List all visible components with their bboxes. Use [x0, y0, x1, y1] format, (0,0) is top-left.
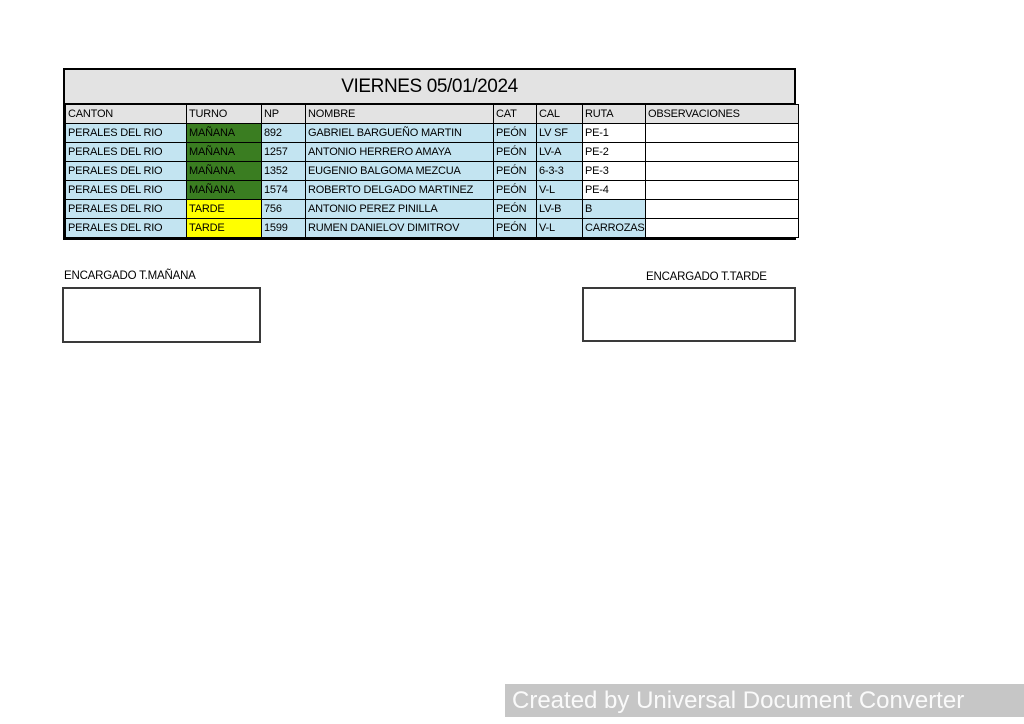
cell-cat: PEÓN: [493, 123, 537, 143]
cell-canton: PERALES DEL RIO: [65, 199, 187, 219]
header-row: CANTON TURNO NP NOMBRE CAT CAL RUTA OBSERVACION…: [65, 104, 799, 124]
cell-observaciones: [645, 180, 799, 200]
cell-cat: PEÓN: [493, 199, 537, 219]
cell-np: 756: [261, 199, 306, 219]
cell-observaciones: [645, 199, 799, 219]
cell-cal: LV-A: [536, 142, 583, 162]
cell-canton: PERALES DEL RIO: [65, 161, 187, 181]
encargado-tarde-signature-box: [582, 287, 796, 342]
table-row: PERALES DEL RIO MAÑANA 1257 ANTONIO HERRERO…: [65, 142, 799, 162]
cell-cat: PEÓN: [493, 142, 537, 162]
cell-ruta: PE-1: [582, 123, 646, 143]
cell-turno: MAÑANA: [186, 123, 262, 143]
cell-cal: V-L: [536, 218, 583, 238]
cell-cat: PEÓN: [493, 180, 537, 200]
cell-canton: PERALES DEL RIO: [65, 218, 187, 238]
cell-np: 1599: [261, 218, 306, 238]
table-row: PERALES DEL RIO MAÑANA 1352 EUGENIO BALGOMA…: [65, 161, 799, 181]
table-row: PERALES DEL RIO TARDE 1599 RUMEN DANIELOV D…: [65, 218, 799, 238]
cell-canton: PERALES DEL RIO: [65, 180, 187, 200]
cell-turno: MAÑANA: [186, 161, 262, 181]
table-header: CANTON TURNO NP NOMBRE CAT CAL RUTA OBSERVACION…: [65, 104, 799, 124]
cell-cal: V-L: [536, 180, 583, 200]
cell-nombre: GABRIEL BARGUEÑO MARTIN: [305, 123, 494, 143]
encargado-tarde-label: ENCARGADO T.TARDE: [646, 271, 767, 283]
column-header-np: NP: [261, 104, 306, 124]
cell-nombre: ANTONIO PEREZ PINILLA: [305, 199, 494, 219]
cell-observaciones: [645, 123, 799, 143]
cell-turno: TARDE: [186, 199, 262, 219]
cell-cal: LV-B: [536, 199, 583, 219]
cell-np: 1574: [261, 180, 306, 200]
encargado-manana-signature-box: [62, 287, 261, 343]
column-header-canton: CANTON: [65, 104, 187, 124]
cell-turno: MAÑANA: [186, 142, 262, 162]
table-title: VIERNES 05/01/2024: [65, 70, 794, 104]
cell-ruta: PE-3: [582, 161, 646, 181]
cell-ruta: B: [582, 199, 646, 219]
cell-np: 1257: [261, 142, 306, 162]
table-row: PERALES DEL RIO MAÑANA 892 GABRIEL BARGUEÑO…: [65, 123, 799, 143]
watermark: Created by Universal Document Converter: [505, 684, 1024, 717]
cell-observaciones: [645, 142, 799, 162]
cell-np: 1352: [261, 161, 306, 181]
cell-canton: PERALES DEL RIO: [65, 142, 187, 162]
cell-nombre: EUGENIO BALGOMA MEZCUA: [305, 161, 494, 181]
column-header-ruta: RUTA: [582, 104, 646, 124]
cell-turno: MAÑANA: [186, 180, 262, 200]
cell-nombre: ANTONIO HERRERO AMAYA: [305, 142, 494, 162]
cell-ruta: CARROZAS: [582, 218, 646, 238]
column-header-cat: CAT: [493, 104, 537, 124]
schedule-table-container: VIERNES 05/01/2024 CANTON TURNO NP NOMBRE CA…: [63, 68, 799, 240]
table-row: PERALES DEL RIO TARDE 756 ANTONIO PEREZ PIN…: [65, 199, 799, 219]
table-body: PERALES DEL RIO MAÑANA 892 GABRIEL BARGUEÑO…: [65, 123, 799, 238]
cell-ruta: PE-4: [582, 180, 646, 200]
column-header-nombre: NOMBRE: [305, 104, 494, 124]
cell-cal: 6-3-3: [536, 161, 583, 181]
column-header-cal: CAL: [536, 104, 583, 124]
column-header-turno: TURNO: [186, 104, 262, 124]
cell-cal: LV SF: [536, 123, 583, 143]
cell-observaciones: [645, 161, 799, 181]
cell-canton: PERALES DEL RIO: [65, 123, 187, 143]
table-row: PERALES DEL RIO MAÑANA 1574 ROBERTO DELGADO…: [65, 180, 799, 200]
schedule-table: CANTON TURNO NP NOMBRE CAT CAL RUTA OBSERVACION…: [65, 104, 799, 238]
cell-cat: PEÓN: [493, 161, 537, 181]
cell-nombre: ROBERTO DELGADO MARTINEZ: [305, 180, 494, 200]
cell-turno: TARDE: [186, 218, 262, 238]
cell-observaciones: [645, 218, 799, 238]
cell-nombre: RUMEN DANIELOV DIMITROV: [305, 218, 494, 238]
cell-ruta: PE-2: [582, 142, 646, 162]
cell-cat: PEÓN: [493, 218, 537, 238]
encargado-manana-label: ENCARGADO T.MAÑANA: [64, 270, 196, 282]
cell-np: 892: [261, 123, 306, 143]
column-header-observaciones: OBSERVACIONES: [645, 104, 799, 124]
